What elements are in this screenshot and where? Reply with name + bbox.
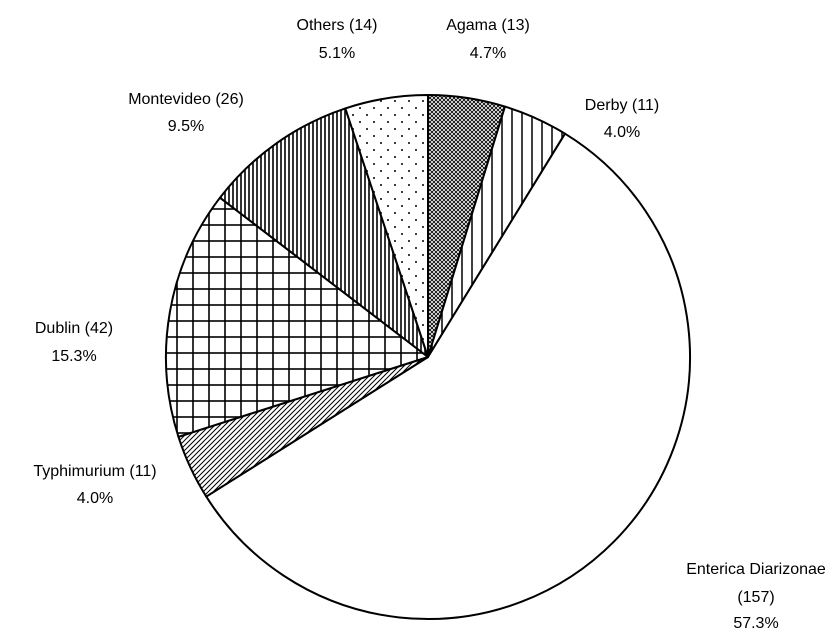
pie-slices (165, 94, 691, 620)
enterica-label-count: (157) (737, 589, 774, 606)
pie-slice-others (344, 94, 429, 358)
typhimurium-label-name: Typhimurium (11) (33, 463, 156, 480)
typhimurium-label-percent: 4.0% (77, 490, 113, 507)
pie-slice-enterica-diarizonae (205, 132, 691, 620)
others-label-percent: 5.1% (319, 45, 355, 62)
slice-label-agama: Agama (13) 4.7% (446, 17, 530, 62)
slice-label-dublin: Dublin (42) 15.3% (35, 320, 113, 365)
others-label-name: Others (14) (297, 17, 378, 34)
derby-label-percent: 4.0% (604, 124, 640, 141)
slice-label-typhimurium: Typhimurium (11) 4.0% (33, 463, 156, 507)
enterica-label-name: Enterica Diarizonae (686, 561, 826, 578)
enterica-label-percent: 57.3% (733, 615, 778, 631)
derby-label-name: Derby (11) (585, 97, 659, 114)
montevideo-label-name: Montevideo (26) (128, 91, 244, 108)
agama-label-percent: 4.7% (470, 45, 506, 62)
slice-label-derby: Derby (11) 4.0% (585, 97, 659, 141)
dublin-label-percent: 15.3% (51, 348, 96, 365)
agama-label-name: Agama (13) (446, 17, 530, 34)
slice-label-others: Others (14) 5.1% (297, 17, 378, 62)
pie-slice-montevideo (218, 107, 429, 358)
slice-label-montevideo: Montevideo (26) 9.5% (128, 91, 244, 135)
montevideo-label-percent: 9.5% (168, 118, 204, 135)
slice-label-enterica: Enterica Diarizonae (157) 57.3% (686, 561, 826, 631)
dublin-label-name: Dublin (42) (35, 320, 113, 337)
pie-slice-dublin (165, 196, 429, 438)
